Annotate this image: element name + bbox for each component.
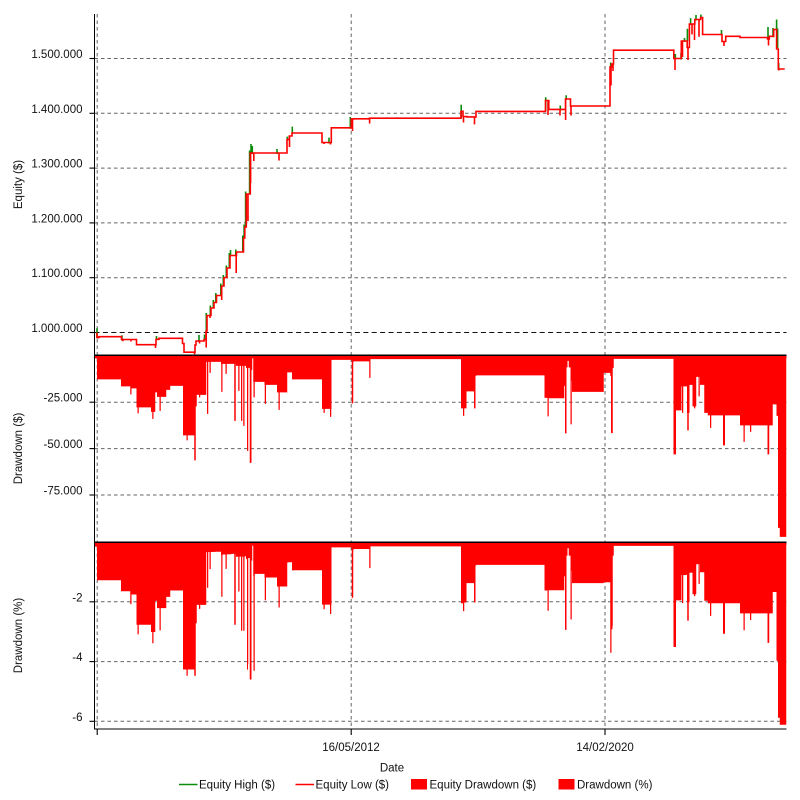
svg-text:14/02/2020: 14/02/2020 [576,742,634,754]
svg-text:-50.000: -50.000 [43,439,82,451]
svg-text:Equity High ($): Equity High ($) [199,780,275,792]
svg-text:1.200.000: 1.200.000 [31,213,82,225]
svg-text:-25.000: -25.000 [43,393,82,405]
svg-text:Equity Drawdown ($): Equity Drawdown ($) [430,780,537,792]
svg-text:-2: -2 [72,592,82,604]
svg-text:1.100.000: 1.100.000 [31,268,82,280]
svg-text:1.300.000: 1.300.000 [31,159,82,171]
svg-text:16/05/2012: 16/05/2012 [322,742,380,754]
svg-text:Equity Low ($): Equity Low ($) [316,780,390,792]
svg-text:Drawdown ($): Drawdown ($) [13,413,25,485]
svg-text:1.500.000: 1.500.000 [31,49,82,61]
svg-text:-4: -4 [72,652,83,664]
svg-text:1.400.000: 1.400.000 [31,104,82,116]
svg-text:Equity ($): Equity ($) [13,160,25,209]
svg-text:Drawdown (%): Drawdown (%) [13,598,25,674]
svg-text:-6: -6 [72,712,82,724]
svg-text:Drawdown (%): Drawdown (%) [577,780,653,792]
svg-text:1.000.000: 1.000.000 [31,323,82,335]
svg-text:Date: Date [380,763,404,775]
svg-text:-75.000: -75.000 [43,486,82,498]
